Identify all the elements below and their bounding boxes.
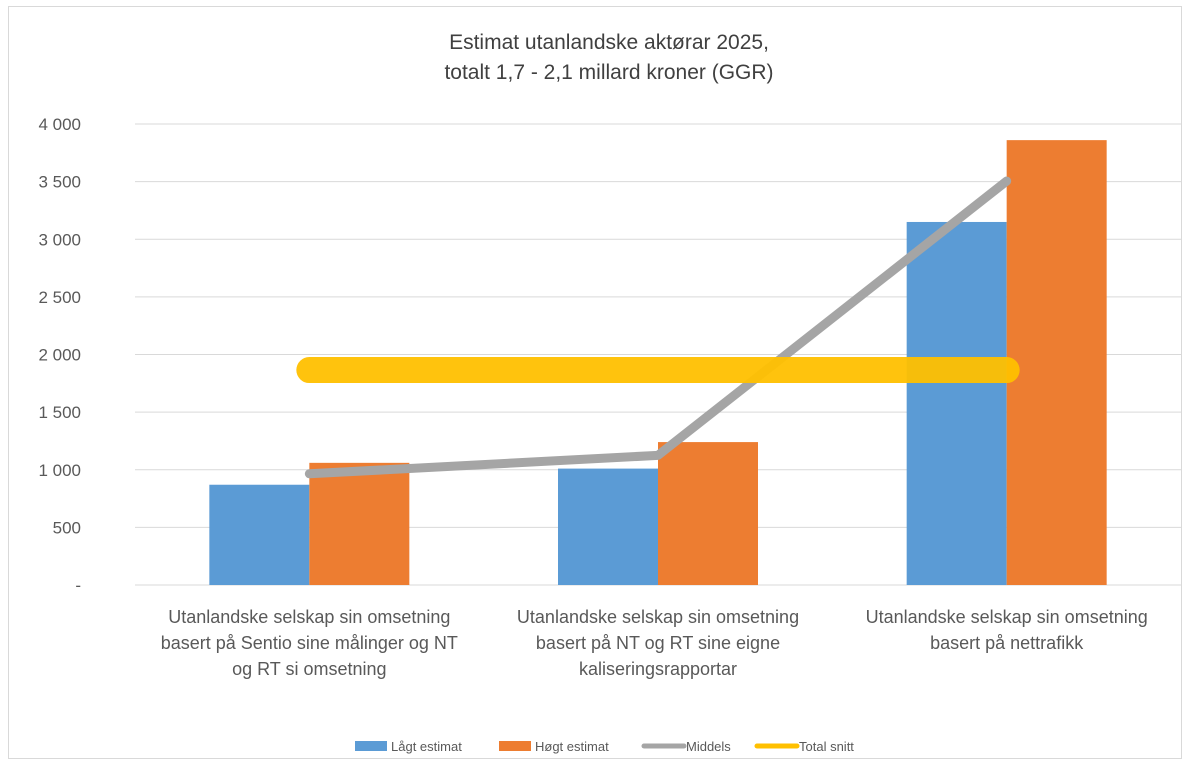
legend-label: Høgt estimat	[535, 739, 609, 754]
category-label: basert på Sentio sine målinger og NT	[161, 633, 458, 653]
y-axis-ticks: - 500 1 000 1 500 2 000 2 500 3 000 3 500 4 000	[38, 115, 81, 595]
bar-high-estimate	[658, 442, 758, 585]
chart-title: Estimat utanlandske aktørar 2025, totalt…	[444, 31, 773, 84]
y-tick-label: 1 500	[38, 403, 81, 422]
y-tick-label: 2 500	[38, 288, 81, 307]
y-tick-label: 3 500	[38, 173, 81, 192]
y-tick-label: 2 000	[38, 346, 81, 365]
legend-swatch	[355, 741, 387, 751]
legend-label: Lågt estimat	[391, 739, 462, 754]
bar-low-estimate	[209, 484, 310, 585]
legend-label: Total snitt	[799, 739, 854, 754]
bar-low-estimate	[906, 221, 1007, 585]
y-tick-label: 1 000	[38, 461, 81, 480]
y-tick-label: -	[75, 576, 81, 595]
chart-title-line-2: totalt 1,7 - 2,1 millard kroner (GGR)	[444, 61, 773, 84]
bar-high-estimate	[1006, 140, 1107, 585]
category-label: Utanlandske selskap sin omsetning	[517, 607, 799, 627]
chart-frame: Estimat utanlandske aktørar 2025, totalt…	[8, 6, 1182, 759]
category-labels: Utanlandske selskap sin omsetning basert …	[161, 607, 1148, 679]
category-label: kaliseringsrapportar	[579, 659, 737, 679]
legend-label: Middels	[686, 739, 731, 754]
y-tick-label: 500	[53, 518, 81, 537]
y-tick-label: 3 000	[38, 230, 81, 249]
line-middle	[304, 176, 1012, 479]
line-series	[296, 176, 1020, 479]
category-label: Utanlandske selskap sin omsetning	[866, 607, 1148, 627]
category-label: Utanlandske selskap sin omsetning	[168, 607, 450, 627]
bar-high-estimate	[309, 462, 410, 585]
y-tick-label: 4 000	[38, 115, 81, 134]
category-label: basert på nettrafikk	[930, 633, 1084, 653]
category-label: og RT si omsetning	[232, 659, 386, 679]
bar-series	[209, 140, 1107, 585]
chart-svg: Estimat utanlandske aktørar 2025, totalt…	[38, 31, 1181, 754]
chart-title-line-1: Estimat utanlandske aktørar 2025,	[449, 31, 769, 54]
category-label: basert på NT og RT sine eigne	[536, 633, 780, 653]
bar-low-estimate	[558, 468, 658, 585]
legend: Lågt estimat Høgt estimat Middels Total sni…	[355, 739, 854, 754]
legend-swatch	[499, 741, 531, 751]
